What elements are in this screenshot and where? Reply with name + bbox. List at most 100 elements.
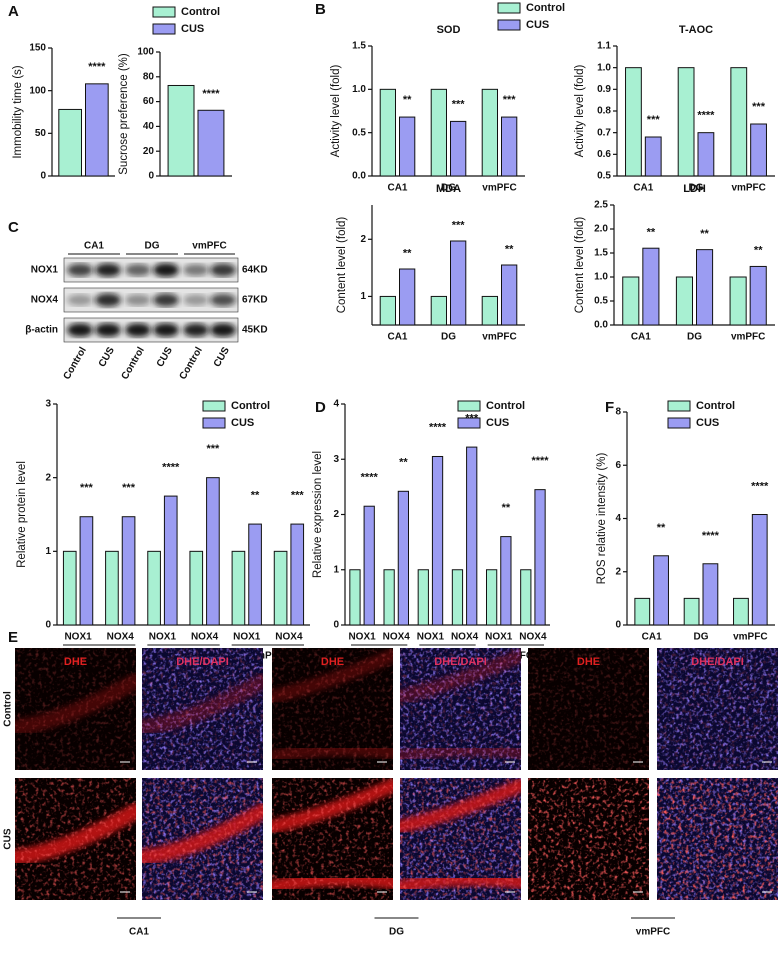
blot-band <box>125 263 151 277</box>
bar <box>430 88 448 177</box>
bar <box>248 523 262 626</box>
legend-swatch <box>497 19 521 31</box>
y-tick-label: 1 <box>360 291 366 302</box>
panel-label: B <box>315 1 326 18</box>
bar <box>399 116 416 177</box>
x-tick-label: NOX4 <box>191 632 219 643</box>
significance-label: *** <box>503 94 517 106</box>
blot-band <box>125 323 151 337</box>
bar <box>206 477 220 626</box>
x-tick-label: vmPFC <box>731 332 765 343</box>
bar <box>167 84 195 177</box>
bar <box>683 597 700 626</box>
significance-label: **** <box>202 88 220 100</box>
bar <box>501 116 518 177</box>
significance-label: ** <box>647 227 656 239</box>
bar <box>189 550 204 626</box>
significance-label: **** <box>429 422 447 434</box>
significance-label: ** <box>399 456 408 468</box>
bar <box>58 108 82 177</box>
micrograph <box>272 648 393 770</box>
bar <box>451 569 464 626</box>
dhe-signal <box>272 648 393 770</box>
panel-label: C <box>8 219 19 236</box>
bar <box>481 88 499 177</box>
bar <box>85 83 109 177</box>
y-tick-label: 0.7 <box>597 127 611 138</box>
y-tick-label: 1.5 <box>352 41 366 52</box>
bar <box>730 67 748 177</box>
dhe-signal <box>657 778 778 900</box>
micrograph-column-label: DHE/DAPI <box>434 656 487 668</box>
dhe-signal <box>15 648 136 770</box>
y-tick-label: 2.0 <box>594 224 608 235</box>
y-tick-label: 0 <box>40 171 46 182</box>
bar <box>751 514 768 626</box>
bar <box>121 516 136 626</box>
significance-label: **** <box>88 61 106 73</box>
bar <box>397 490 409 626</box>
bar <box>163 495 178 626</box>
blot-region-label: DG <box>145 241 160 252</box>
significance-label: *** <box>752 101 766 113</box>
bar <box>349 569 361 626</box>
bar <box>363 505 375 626</box>
significance-label: ** <box>403 247 412 259</box>
y-tick-label: 0.5 <box>594 296 608 307</box>
significance-label: **** <box>697 110 715 122</box>
region-label: vmPFC <box>636 927 670 938</box>
bar <box>534 489 546 626</box>
legend-label: Control <box>526 2 565 14</box>
x-tick-label: NOX4 <box>383 632 411 643</box>
legend-label: CUS <box>696 417 719 429</box>
y-tick-label: 2 <box>615 566 621 577</box>
x-tick-label: NOX1 <box>485 632 513 643</box>
y-tick-label: 1.0 <box>594 272 608 283</box>
bar <box>147 550 161 626</box>
y-tick-label: 100 <box>137 47 154 58</box>
chart-title: SOD <box>437 24 461 36</box>
x-tick-label: NOX1 <box>64 632 92 643</box>
x-tick-label: CA1 <box>387 183 407 194</box>
blot-lane-label: CUS <box>97 345 117 369</box>
blot-band <box>210 263 236 277</box>
y-tick-label: 4 <box>333 399 339 410</box>
y-tick-label: 60 <box>143 96 155 107</box>
significance-label: ** <box>403 94 412 106</box>
blot-lane-label: Control <box>178 345 205 381</box>
blot-lane-label: CUS <box>155 345 175 369</box>
micrograph <box>657 778 778 900</box>
y-tick-label: 0 <box>333 620 339 631</box>
bar <box>750 123 767 177</box>
blot-size-label: 64KD <box>242 265 268 276</box>
y-tick-label: 0.5 <box>352 127 366 138</box>
y-tick-label: 50 <box>35 128 47 139</box>
bar <box>383 569 395 626</box>
micrograph-row-label: Control <box>3 691 14 727</box>
blot-region-label: CA1 <box>84 241 104 252</box>
y-tick-label: 3 <box>45 399 51 410</box>
bar <box>642 247 660 326</box>
significance-label: **** <box>162 461 180 473</box>
micrograph <box>272 778 393 900</box>
y-tick-label: 0.5 <box>597 171 611 182</box>
legend-label: Control <box>231 400 270 412</box>
bar <box>431 455 444 626</box>
panel-label: E <box>8 629 18 646</box>
legend-swatch <box>667 417 691 429</box>
bar <box>430 295 448 326</box>
micrograph-column-label: DHE <box>321 656 344 668</box>
bar <box>417 569 429 626</box>
blot-lane-label: Control <box>62 345 89 381</box>
legend-swatch <box>202 417 226 429</box>
significance-label: *** <box>122 482 136 494</box>
x-tick-label: CA1 <box>387 332 407 343</box>
bar <box>79 516 94 626</box>
blot-band <box>210 323 236 337</box>
significance-label: ** <box>700 228 709 240</box>
bar <box>501 264 518 326</box>
blot-size-label: 45KD <box>242 325 268 336</box>
significance-label: ** <box>251 489 260 501</box>
panel-label: A <box>8 3 19 20</box>
y-axis-label: Activity level (fold) <box>574 65 586 158</box>
